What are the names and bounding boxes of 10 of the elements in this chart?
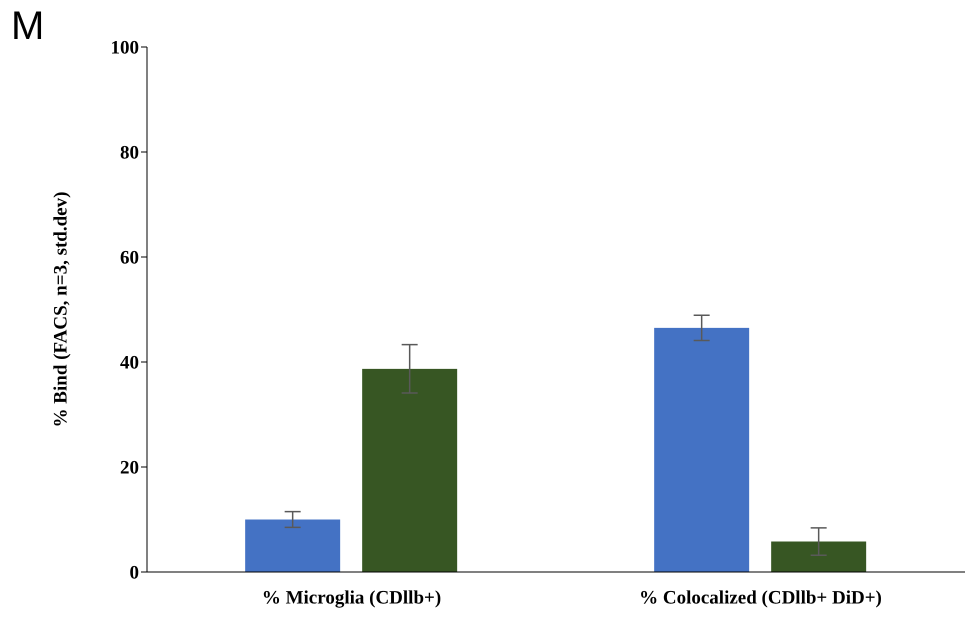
y-tick-label: 0 bbox=[130, 562, 139, 584]
x-tick-label: % Microglia (CDllb+) bbox=[262, 587, 442, 608]
y-tick-label: 60 bbox=[120, 248, 139, 269]
x-tick-label: % Colocalized (CDllb+ DiD+) bbox=[639, 587, 882, 608]
y-tick-label: 20 bbox=[120, 458, 139, 479]
y-axis-title: % Bind (FACS, n=3, std.dev) bbox=[50, 192, 72, 428]
text: M bbox=[11, 4, 44, 49]
y-tick-label: 80 bbox=[120, 142, 139, 164]
y-tick-label: 40 bbox=[120, 352, 139, 374]
y-tick-label: 100 bbox=[110, 38, 139, 59]
